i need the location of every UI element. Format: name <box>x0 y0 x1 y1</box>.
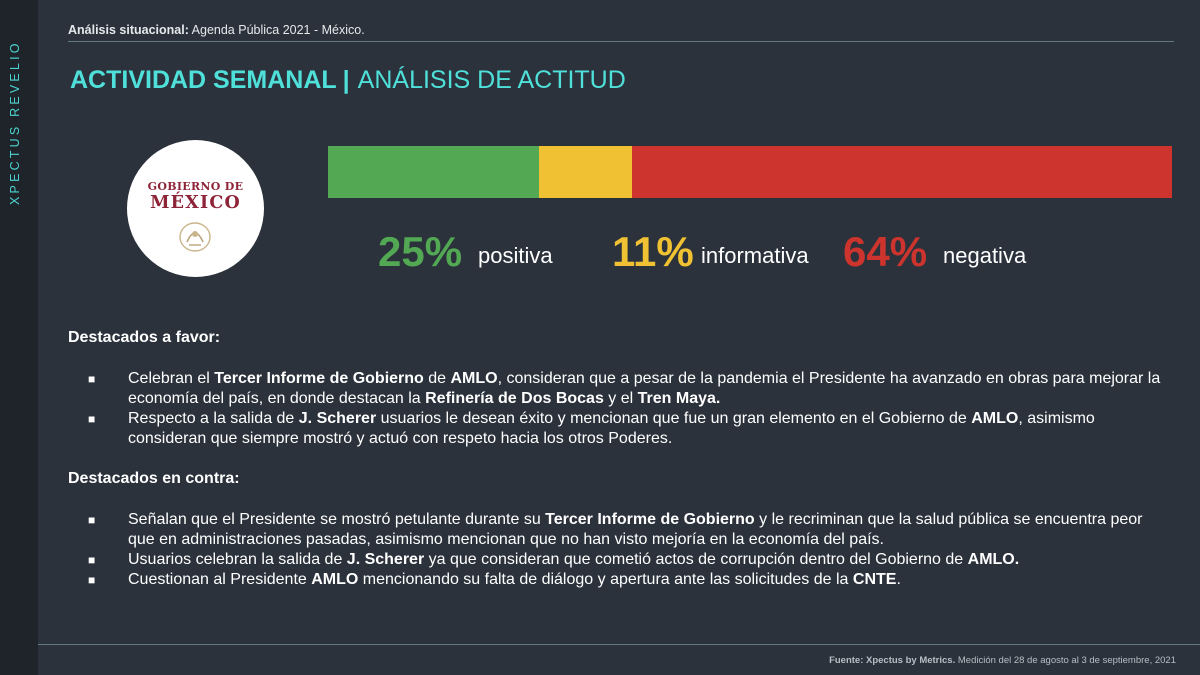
gobierno-logo: GOBIERNO DE MÉXICO <box>127 140 264 277</box>
attitude-bar <box>328 146 1172 198</box>
eagle-seal-icon <box>179 222 211 252</box>
header-label-rest: Agenda Pública 2021 - México. <box>188 23 365 37</box>
attitude-label-negativa: negativa <box>943 243 1027 268</box>
page-title: ACTIVIDAD SEMANAL | ANÁLISIS DE ACTITUD <box>70 66 626 95</box>
header-divider <box>68 41 1174 42</box>
attitude-segment-informativa <box>539 146 632 198</box>
sidebar-brand-text: XPECTUS REVELIO <box>8 40 22 205</box>
bullet-icon: ■ <box>88 553 96 567</box>
item-text: usuarios le desean éxito y mencionan que… <box>376 410 972 427</box>
attitude-label-informativa: informativa <box>701 243 809 268</box>
attitude-pct-positiva: 25% <box>378 228 463 275</box>
contra-item-2: Usuarios celebran la salida de J. Schere… <box>128 550 1168 570</box>
highlight-text: Tren Maya. <box>637 390 721 407</box>
section-heading-favor: Destacados a favor: <box>68 329 221 346</box>
item-text: y el <box>603 390 638 407</box>
header-label-bold: Análisis situacional: <box>68 23 189 37</box>
item-text: Celebran el <box>128 370 215 387</box>
sidebar: XPECTUS REVELIO <box>0 0 38 675</box>
item-text: mencionando su falta de diálogo y apertu… <box>358 571 853 588</box>
favor-item-2: Respecto a la salida de J. Scherer usuar… <box>128 409 1168 449</box>
item-text: Respecto a la salida de <box>128 410 299 427</box>
page-title-separator: | <box>342 66 350 94</box>
attitude-label-positiva: positiva <box>478 243 553 268</box>
section-heading-contra: Destacados en contra: <box>68 470 240 487</box>
highlight-text: AMLO <box>971 410 1019 427</box>
attitude-segment-positiva <box>328 146 539 198</box>
highlight-text: Tercer Informe de Gobierno <box>545 511 755 528</box>
highlight-text: AMLO <box>450 370 498 387</box>
item-text: de <box>423 370 451 387</box>
attitude-segment-negativa <box>631 146 1172 198</box>
page-title-main: ACTIVIDAD SEMANAL <box>70 66 337 94</box>
attitude-pct-informativa: 11% <box>612 228 694 275</box>
favor-item-1: Celebran el Tercer Informe de Gobierno d… <box>128 369 1168 409</box>
highlight-text: Refinería de Dos Bocas <box>425 390 604 407</box>
bullet-icon: ■ <box>88 573 96 587</box>
footer-source: Fuente: Xpectus by Metrics. Medición del… <box>829 655 1176 666</box>
item-text: y le recriminan que la salud pública se … <box>128 511 1143 548</box>
page-title-sub: ANÁLISIS DE ACTITUD <box>357 66 626 94</box>
header-label: Análisis situacional: Agenda Pública 202… <box>68 23 365 37</box>
bullet-icon: ■ <box>88 372 96 386</box>
item-text: , consideran que a pesar de la pandemia … <box>128 370 1161 407</box>
logo-line2: MÉXICO <box>150 193 241 213</box>
footer-divider <box>38 644 1200 645</box>
contra-item-1: Señalan que el Presidente se mostró petu… <box>128 510 1168 550</box>
highlight-text: AMLO. <box>967 551 1020 568</box>
highlight-text: J. Scherer <box>346 551 425 568</box>
contra-item-3: Cuestionan al Presidente AMLO mencionand… <box>128 570 1168 590</box>
bullet-icon: ■ <box>88 513 96 527</box>
footer-rest: Medición del 28 de agosto al 3 de septie… <box>955 655 1176 666</box>
item-text: Señalan que el Presidente se mostró petu… <box>128 511 546 528</box>
item-text: ya que consideran que cometió actos de c… <box>424 551 968 568</box>
attitude-pct-negativa: 64% <box>843 228 928 275</box>
footer-bold: Fuente: Xpectus by Metrics. <box>829 655 956 666</box>
highlight-text: J. Scherer <box>298 410 377 427</box>
highlight-text: Tercer Informe de Gobierno <box>214 370 424 387</box>
logo-line1: GOBIERNO DE <box>147 180 244 193</box>
item-text: Cuestionan al Presidente <box>128 571 312 588</box>
highlight-text: CNTE <box>852 571 897 588</box>
item-text: . <box>896 571 901 588</box>
bullet-icon: ■ <box>88 412 96 426</box>
item-text: Usuarios celebran la salida de <box>128 551 347 568</box>
item-text: , asimismo consideran que siempre mostró… <box>128 410 1095 447</box>
highlight-text: AMLO <box>311 571 359 588</box>
